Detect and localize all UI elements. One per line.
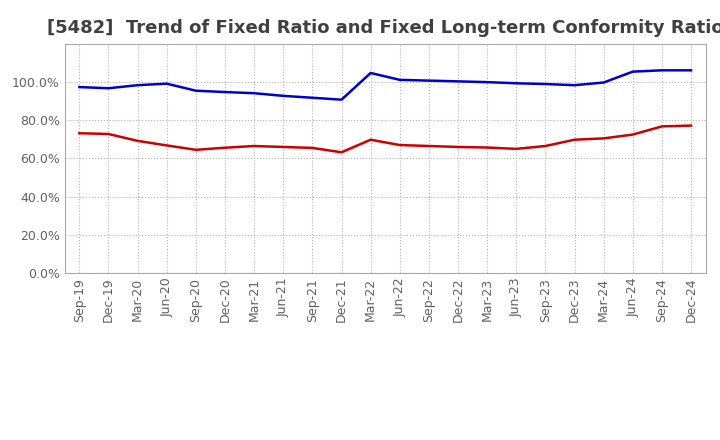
Fixed Ratio xyxy=(570,83,579,88)
Title: [5482]  Trend of Fixed Ratio and Fixed Long-term Conformity Ratio: [5482] Trend of Fixed Ratio and Fixed Lo… xyxy=(47,19,720,37)
Fixed Long-term Conformity Ratio xyxy=(599,136,608,141)
Fixed Long-term Conformity Ratio xyxy=(541,143,550,149)
Fixed Ratio xyxy=(75,84,84,90)
Fixed Ratio xyxy=(541,81,550,87)
Fixed Long-term Conformity Ratio xyxy=(104,132,113,137)
Fixed Ratio xyxy=(687,68,696,73)
Fixed Ratio xyxy=(279,93,287,99)
Fixed Long-term Conformity Ratio xyxy=(133,138,142,143)
Fixed Long-term Conformity Ratio xyxy=(366,137,375,143)
Fixed Ratio xyxy=(104,86,113,91)
Fixed Long-term Conformity Ratio xyxy=(192,147,200,152)
Fixed Long-term Conformity Ratio xyxy=(308,145,317,150)
Fixed Long-term Conformity Ratio xyxy=(279,144,287,150)
Fixed Ratio xyxy=(395,77,404,82)
Fixed Long-term Conformity Ratio xyxy=(75,131,84,136)
Fixed Ratio xyxy=(220,89,229,95)
Fixed Long-term Conformity Ratio xyxy=(425,143,433,149)
Fixed Long-term Conformity Ratio xyxy=(395,143,404,148)
Fixed Long-term Conformity Ratio xyxy=(483,145,492,150)
Line: Fixed Long-term Conformity Ratio: Fixed Long-term Conformity Ratio xyxy=(79,125,691,152)
Fixed Long-term Conformity Ratio xyxy=(220,145,229,150)
Fixed Long-term Conformity Ratio xyxy=(629,132,637,137)
Fixed Ratio xyxy=(192,88,200,93)
Fixed Ratio xyxy=(454,79,462,84)
Fixed Ratio xyxy=(512,81,521,86)
Fixed Long-term Conformity Ratio xyxy=(337,150,346,155)
Fixed Long-term Conformity Ratio xyxy=(163,143,171,148)
Fixed Long-term Conformity Ratio xyxy=(454,144,462,150)
Fixed Ratio xyxy=(366,70,375,76)
Fixed Ratio xyxy=(483,80,492,85)
Fixed Ratio xyxy=(163,81,171,86)
Fixed Ratio xyxy=(657,68,666,73)
Fixed Long-term Conformity Ratio xyxy=(687,123,696,128)
Fixed Ratio xyxy=(133,83,142,88)
Fixed Ratio xyxy=(599,80,608,85)
Fixed Ratio xyxy=(629,69,637,74)
Fixed Ratio xyxy=(308,95,317,100)
Fixed Long-term Conformity Ratio xyxy=(512,146,521,151)
Line: Fixed Ratio: Fixed Ratio xyxy=(79,70,691,100)
Fixed Ratio xyxy=(425,78,433,83)
Fixed Long-term Conformity Ratio xyxy=(250,143,258,149)
Fixed Ratio xyxy=(250,91,258,96)
Fixed Long-term Conformity Ratio xyxy=(570,137,579,143)
Fixed Long-term Conformity Ratio xyxy=(657,124,666,129)
Fixed Ratio xyxy=(337,97,346,103)
